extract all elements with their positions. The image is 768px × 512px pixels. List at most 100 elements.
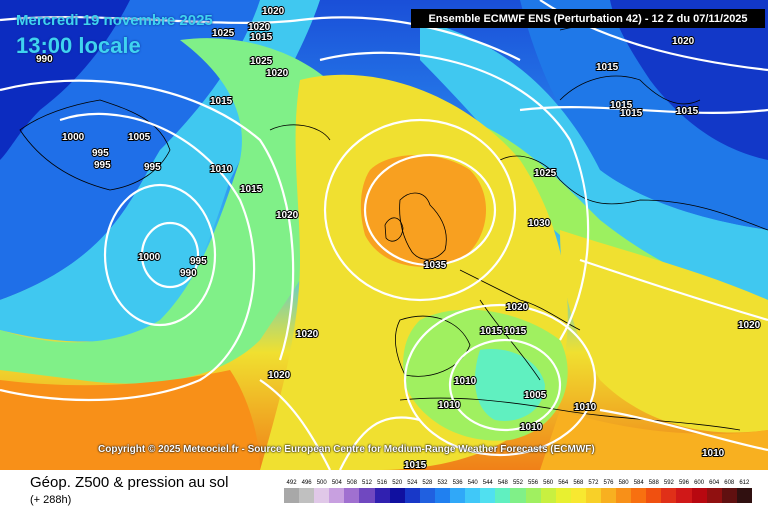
isobar-label: 1020 [672, 36, 695, 47]
isobar-label: 1000 [138, 252, 161, 263]
scale-label: 520 [392, 480, 403, 486]
isobar-label: 995 [94, 160, 111, 171]
isobar-label: 1025 [212, 28, 235, 39]
isobar-label: 1010 [702, 448, 725, 459]
isobar-label: 1015 [504, 326, 527, 337]
isobar-label: 1015 [596, 62, 619, 73]
isobar-label: 1020 [268, 370, 291, 381]
scale-label: 496 [301, 480, 312, 486]
isobar-label: 1010 [438, 400, 461, 411]
scale-swatch [570, 488, 586, 503]
scale-swatch [434, 488, 451, 503]
scale-label: 512 [362, 480, 373, 486]
scale-label: 524 [407, 480, 418, 486]
isobar-label: 1020 [276, 210, 299, 221]
scale-label: 580 [618, 480, 629, 486]
scale-swatch [555, 488, 571, 503]
scale-swatch [299, 488, 315, 503]
isobar-label: 995 [190, 256, 207, 267]
scale-swatch [525, 488, 541, 503]
product-title: Géop. Z500 & pression au sol [30, 474, 229, 491]
scale-swatch [631, 488, 647, 503]
scale-swatch [736, 488, 752, 503]
scale-label: 528 [422, 480, 433, 486]
lead-time: (+ 288h) [30, 494, 72, 506]
isobar-label: 1015 [404, 460, 427, 470]
scale-swatch [344, 488, 360, 503]
scale-swatch [359, 488, 375, 503]
isobar-label: 1015 [610, 100, 633, 111]
isobar-label: 1025 [534, 168, 557, 179]
scale-label: 536 [452, 480, 463, 486]
scale-swatch [314, 488, 330, 503]
scale-label: 508 [346, 480, 357, 486]
scale-swatch [540, 488, 556, 503]
copyright-notice: Copyright © 2025 Meteociel.fr - Source E… [98, 444, 595, 455]
scale-swatch [465, 488, 481, 503]
isobar-label: 1020 [248, 22, 271, 33]
isobar-label: 990 [36, 54, 53, 65]
isobar-label: 1015 [250, 32, 273, 43]
scale-swatch [419, 488, 435, 503]
scale-swatch [495, 488, 511, 503]
scale-swatch [646, 488, 662, 503]
color-scale: 492 496 500 504 508 512 516 520 524 528 532 536 540 5… [284, 479, 752, 505]
isobar-label: 1015 [240, 184, 263, 195]
isobar-label: 1030 [528, 218, 551, 229]
scale-label: 596 [678, 480, 689, 486]
scale-label: 492 [286, 480, 297, 486]
valid-date: Mercredi 19 novembre 2025 [16, 12, 213, 29]
scale-swatch [691, 488, 707, 503]
scale-label: 612 [739, 480, 750, 486]
scale-swatch [389, 488, 405, 503]
scale-labels: 492 496 500 504 508 512 516 520 524 528 532 536 540 5… [284, 479, 752, 488]
scale-swatch [585, 488, 601, 503]
scale-label: 552 [512, 480, 523, 486]
isobar-label: 1010 [520, 422, 543, 433]
model-header: Ensemble ECMWF ENS (Perturbation 42) - 1… [411, 9, 765, 28]
scale-label: 588 [648, 480, 659, 486]
scale-label: 608 [724, 480, 735, 486]
isobar-label: 1000 [62, 132, 85, 143]
isobar-label: 1015 [676, 106, 699, 117]
scale-swatch [600, 488, 617, 503]
isobar-labels: 1020 1020 1025 1015 1025 1020 990 1015 1… [35, 5, 762, 470]
isobar-label: 995 [92, 148, 109, 159]
scale-label: 572 [588, 480, 599, 486]
scale-swatch [480, 488, 496, 503]
scale-label: 532 [437, 480, 448, 486]
isobar-label: 990 [180, 268, 197, 279]
isobar-label: 1010 [454, 376, 477, 387]
isobar-label: 1025 [250, 56, 273, 67]
isobar-label: 1035 [424, 260, 447, 271]
scale-swatch [616, 488, 632, 503]
scale-swatch [721, 488, 737, 503]
isobar-label: 1010 [210, 164, 233, 175]
isobar-label: 1005 [524, 390, 547, 401]
scale-swatch [404, 488, 420, 503]
scale-swatch [329, 488, 345, 503]
scale-label: 556 [528, 480, 539, 486]
isobar-label: 1020 [506, 302, 529, 313]
scale-label: 568 [573, 480, 584, 486]
scale-label: 592 [663, 480, 674, 486]
scale-label: 576 [603, 480, 614, 486]
scale-swatch [661, 488, 677, 503]
scale-label: 584 [633, 480, 644, 486]
scale-swatch [450, 488, 466, 503]
scale-swatch [284, 488, 300, 503]
forecast-map: 1020 1020 1025 1015 1025 1020 990 1015 1… [0, 0, 768, 470]
scale-swatch [374, 488, 390, 503]
isobar-label: 1015 [620, 108, 643, 119]
scale-label: 544 [482, 480, 493, 486]
scale-swatch [706, 488, 722, 503]
isobar-label: 1020 [738, 320, 761, 331]
scale-label: 604 [709, 480, 720, 486]
local-time: 13:00 locale [16, 33, 141, 58]
scale-label: 504 [331, 480, 342, 486]
scale-swatch [676, 488, 692, 503]
isobar-label: 1005 [128, 132, 151, 143]
scale-swatches [284, 488, 752, 503]
scale-label: 564 [558, 480, 569, 486]
scale-label: 560 [543, 480, 554, 486]
